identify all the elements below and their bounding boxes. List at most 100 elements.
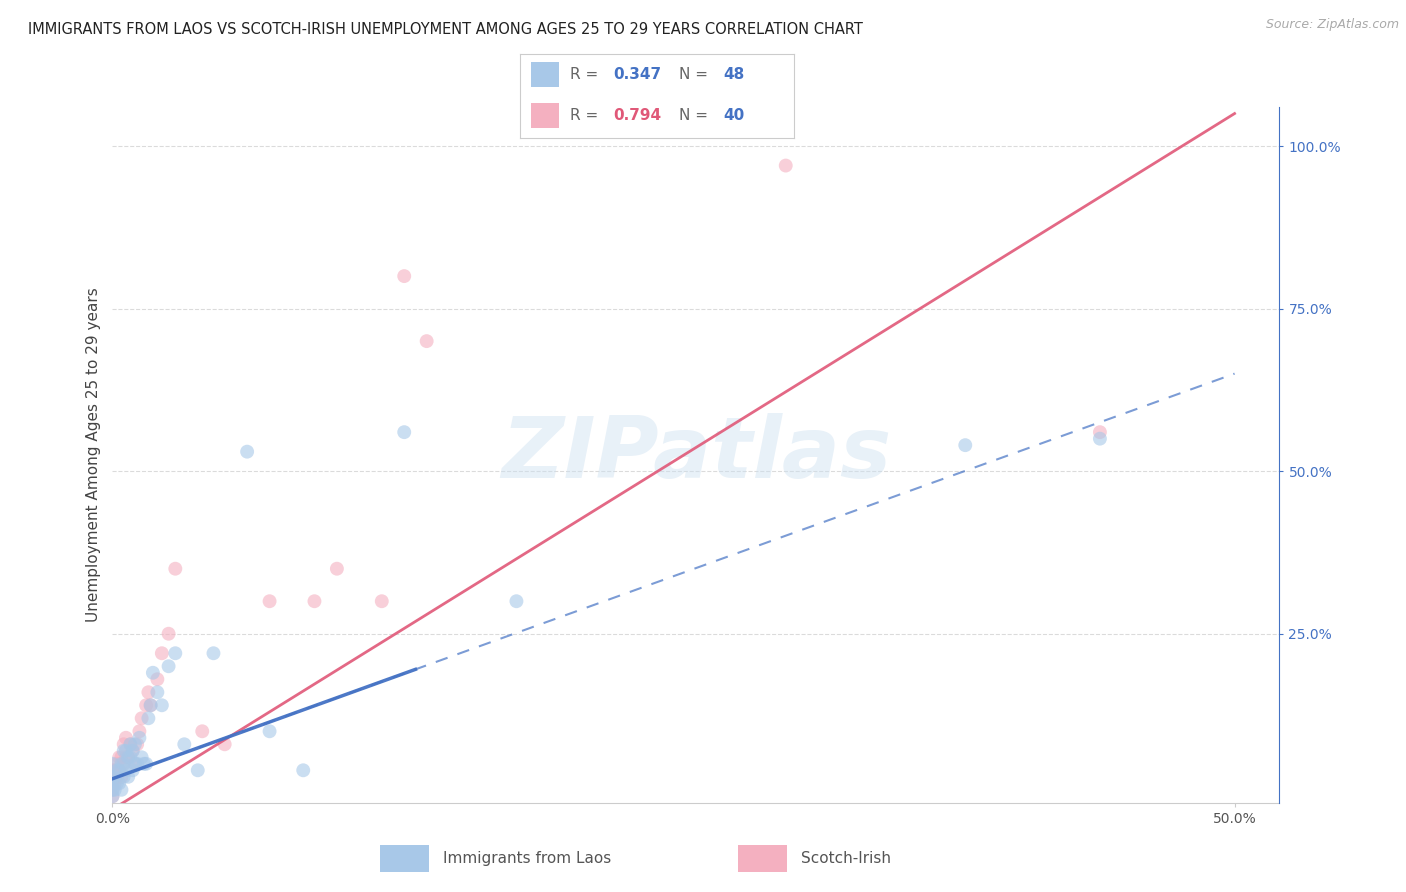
- Point: [124, 756, 146, 771]
- Text: N =: N =: [679, 67, 713, 82]
- Point: [392, 269, 416, 284]
- Point: [202, 646, 225, 660]
- Point: [236, 444, 259, 458]
- Text: IMMIGRANTS FROM LAOS VS SCOTCH-IRISH UNEMPLOYMENT AMONG AGES 25 TO 29 YEARS CORR: IMMIGRANTS FROM LAOS VS SCOTCH-IRISH UNE…: [28, 22, 863, 37]
- Point: [292, 764, 315, 778]
- Point: [110, 750, 132, 764]
- Point: [165, 562, 187, 576]
- Point: [157, 659, 180, 673]
- Point: [127, 756, 149, 771]
- Point: [101, 782, 124, 797]
- Point: [117, 750, 139, 764]
- Point: [115, 764, 138, 778]
- Point: [121, 764, 143, 778]
- Point: [304, 594, 326, 608]
- Point: [259, 594, 281, 608]
- Point: [187, 764, 209, 778]
- Text: 40: 40: [723, 108, 744, 123]
- Point: [117, 750, 139, 764]
- Point: [128, 724, 150, 739]
- Point: [104, 776, 127, 790]
- Point: [101, 756, 124, 771]
- Text: R =: R =: [569, 108, 603, 123]
- Point: [101, 770, 124, 784]
- Text: R =: R =: [569, 67, 603, 82]
- Point: [775, 159, 797, 173]
- Point: [110, 782, 132, 797]
- Point: [131, 750, 153, 764]
- Point: [101, 789, 124, 804]
- Point: [157, 626, 180, 640]
- Point: [105, 756, 128, 771]
- Text: ZIPatlas: ZIPatlas: [501, 413, 891, 497]
- Point: [150, 646, 173, 660]
- Point: [120, 737, 142, 751]
- Point: [112, 737, 135, 751]
- Point: [120, 750, 142, 764]
- Point: [104, 770, 127, 784]
- Bar: [531, 103, 558, 128]
- Point: [124, 756, 146, 771]
- Point: [101, 764, 124, 778]
- Point: [110, 770, 132, 784]
- Point: [138, 685, 160, 699]
- Point: [108, 764, 131, 778]
- Text: Source: ZipAtlas.com: Source: ZipAtlas.com: [1265, 18, 1399, 31]
- Point: [326, 562, 349, 576]
- Point: [112, 770, 135, 784]
- Point: [101, 789, 124, 804]
- Point: [132, 756, 155, 771]
- Text: Immigrants from Laos: Immigrants from Laos: [443, 851, 612, 866]
- Point: [127, 737, 149, 751]
- Point: [108, 750, 131, 764]
- Text: N =: N =: [679, 108, 713, 123]
- Point: [165, 646, 187, 660]
- Point: [101, 776, 124, 790]
- Text: 48: 48: [723, 67, 744, 82]
- Point: [104, 764, 127, 778]
- Point: [191, 724, 214, 739]
- Point: [138, 711, 160, 725]
- Point: [120, 737, 142, 751]
- Point: [150, 698, 173, 713]
- Point: [415, 334, 437, 348]
- Point: [139, 698, 162, 713]
- Point: [108, 776, 131, 790]
- Y-axis label: Unemployment Among Ages 25 to 29 years: Unemployment Among Ages 25 to 29 years: [86, 287, 101, 623]
- Point: [371, 594, 394, 608]
- Point: [214, 737, 236, 751]
- Point: [124, 737, 146, 751]
- Point: [121, 744, 143, 758]
- Point: [121, 744, 143, 758]
- Point: [115, 744, 138, 758]
- Point: [105, 770, 128, 784]
- Bar: [531, 62, 558, 87]
- Point: [112, 744, 135, 758]
- Point: [955, 438, 977, 452]
- Point: [173, 737, 195, 751]
- Point: [1088, 425, 1111, 439]
- Point: [146, 685, 169, 699]
- Point: [1088, 432, 1111, 446]
- Text: 0.794: 0.794: [613, 108, 662, 123]
- Bar: [738, 846, 787, 872]
- Point: [135, 698, 157, 713]
- Point: [105, 764, 128, 778]
- Point: [101, 776, 124, 790]
- Text: 0.347: 0.347: [613, 67, 662, 82]
- Point: [139, 698, 162, 713]
- Point: [135, 756, 157, 771]
- Point: [115, 731, 138, 745]
- Point: [112, 756, 135, 771]
- Point: [112, 756, 135, 771]
- Point: [117, 770, 139, 784]
- Point: [259, 724, 281, 739]
- Point: [115, 750, 138, 764]
- Point: [146, 672, 169, 686]
- Point: [101, 782, 124, 797]
- Bar: [380, 846, 429, 872]
- Point: [105, 776, 128, 790]
- Point: [104, 782, 127, 797]
- Point: [142, 665, 165, 680]
- Point: [505, 594, 527, 608]
